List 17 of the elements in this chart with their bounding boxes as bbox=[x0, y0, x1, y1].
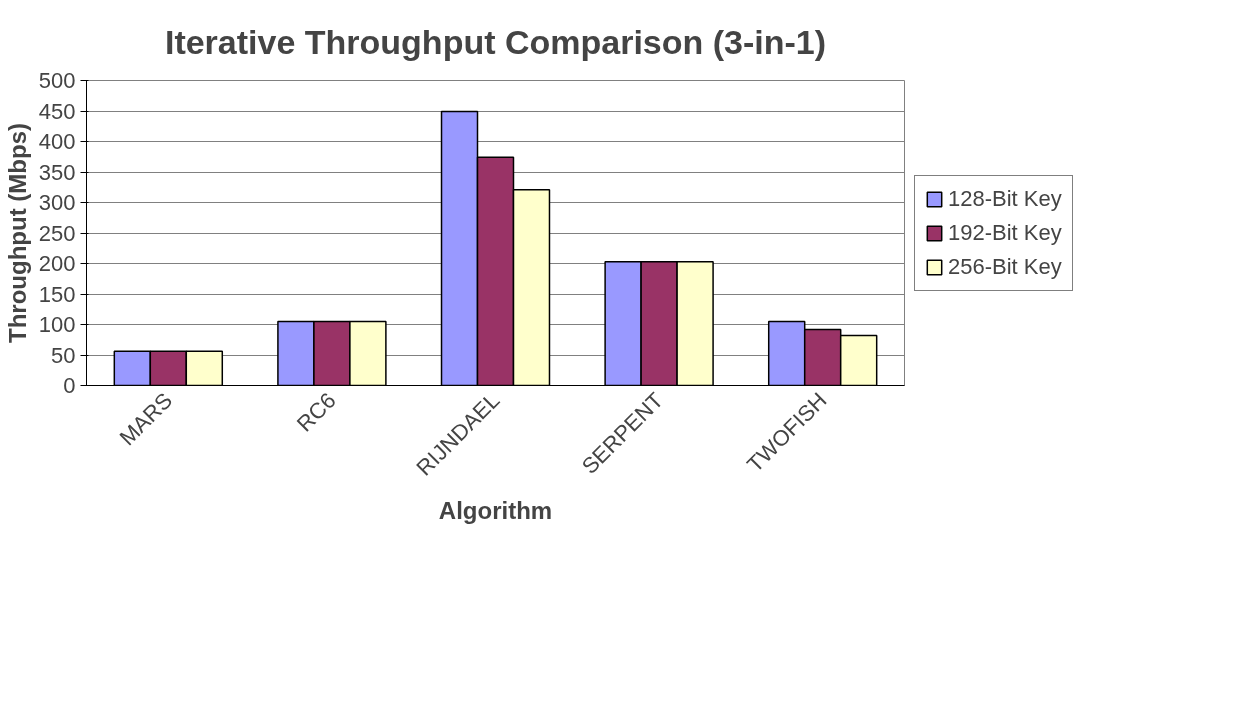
y-tick-label: 500 bbox=[38, 68, 76, 93]
y-tick-label: 50 bbox=[51, 342, 76, 368]
legend-label: 192-Bit Key bbox=[948, 219, 1062, 246]
y-tick-label: 200 bbox=[38, 251, 76, 276]
legend-label: 256-Bit Key bbox=[948, 253, 1062, 280]
y-tick-label: 400 bbox=[38, 129, 76, 154]
y-tick-label: 300 bbox=[38, 190, 76, 215]
legend-label: 128-Bit Key bbox=[948, 185, 1062, 212]
y-tick-label: 250 bbox=[38, 220, 76, 246]
y-tick-label: 450 bbox=[38, 98, 76, 124]
y-tick-label: 350 bbox=[38, 159, 76, 185]
x-axis-title: Algorithm bbox=[438, 497, 553, 525]
y-tick-label: 150 bbox=[38, 281, 76, 307]
chart-title: Iterative Throughput Comparison (3-in-1) bbox=[164, 22, 827, 61]
y-axis-title: Throughput (Mbps) bbox=[3, 123, 31, 343]
y-tick-label: 100 bbox=[38, 312, 76, 337]
y-tick-label: 0 bbox=[63, 373, 76, 398]
